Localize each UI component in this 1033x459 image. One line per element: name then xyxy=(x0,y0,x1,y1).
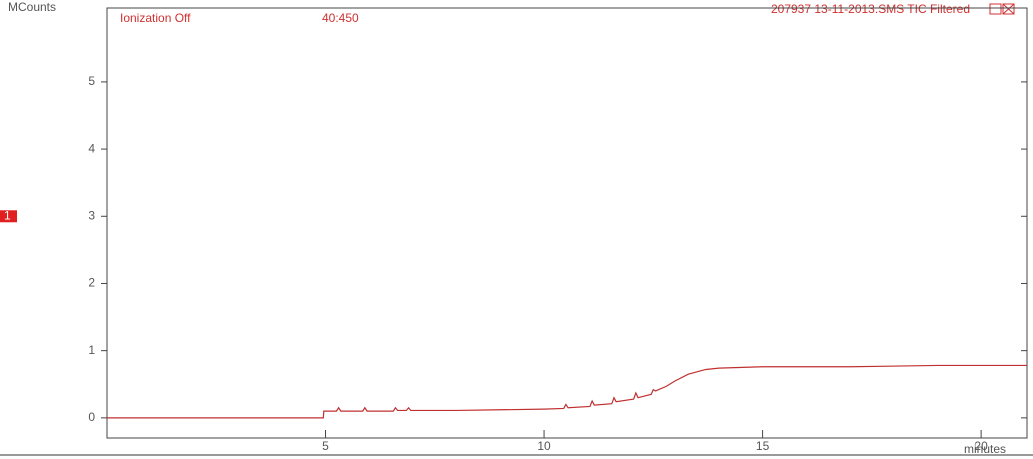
y-tick-label: 1 xyxy=(88,343,95,357)
x-tick-label: 5 xyxy=(322,439,329,453)
x-tick-label: 20 xyxy=(974,439,988,453)
annotation: Ionization Off xyxy=(120,11,191,25)
marker-label: 1 xyxy=(4,208,11,222)
data-line xyxy=(107,364,1027,419)
x-tick-label: 10 xyxy=(537,439,551,453)
window-buttons[interactable] xyxy=(989,3,1015,15)
y-tick-label: 3 xyxy=(88,208,95,222)
y-tick-label: 4 xyxy=(88,141,95,155)
restore-button[interactable] xyxy=(989,3,1002,15)
close-icon xyxy=(1002,3,1015,15)
y-tick-label: 5 xyxy=(88,74,95,88)
x-axis-label: minutes xyxy=(964,442,1006,456)
annotation: 40:450 xyxy=(322,11,359,25)
y-axis-label: MCounts xyxy=(8,0,56,14)
y-tick-label: 2 xyxy=(88,276,95,290)
chart-title: 207937 13-11-2013.SMS TIC Filtered xyxy=(771,2,970,16)
marker-box xyxy=(0,210,17,223)
y-tick-label: 0 xyxy=(88,410,95,424)
plot-frame xyxy=(106,7,1028,439)
x-tick-label: 15 xyxy=(756,439,770,453)
close-button[interactable] xyxy=(1002,3,1015,15)
